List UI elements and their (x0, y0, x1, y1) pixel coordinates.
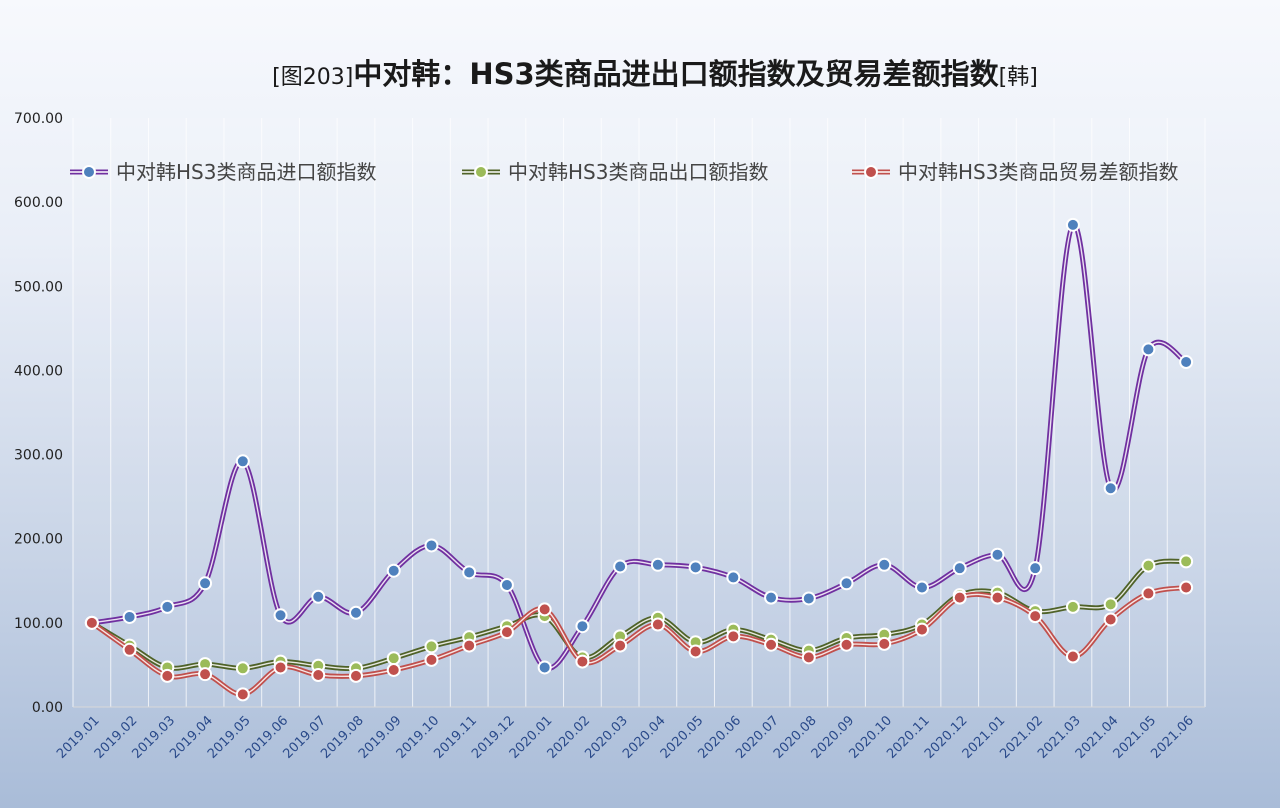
data-point (801, 591, 816, 606)
data-point (1179, 355, 1194, 370)
data-point (122, 642, 137, 657)
data-point (877, 636, 892, 651)
data-point (462, 638, 477, 653)
chart-title-prefix: [图203] (272, 65, 353, 90)
data-point (764, 637, 779, 652)
data-point (311, 589, 326, 604)
legend-label: 中对韩HS3类商品进口额指数 (116, 160, 376, 184)
legend-item-2: 中对韩HS3类商品出口额指数 (462, 160, 768, 184)
data-point (386, 662, 401, 677)
data-point (122, 609, 137, 624)
data-point (726, 570, 741, 585)
data-point (1141, 558, 1156, 573)
data-point (990, 547, 1005, 562)
data-point (273, 660, 288, 675)
grid (72, 118, 1206, 707)
data-point (575, 654, 590, 669)
data-point (235, 687, 250, 702)
data-point (84, 615, 99, 630)
data-point (235, 454, 250, 469)
legend-marker (474, 165, 488, 179)
y-tick-label: 700.00 (14, 111, 63, 127)
data-point (386, 651, 401, 666)
data-point (1179, 554, 1194, 569)
legend-label: 中对韩HS3类商品贸易差额指数 (898, 160, 1178, 184)
data-point (1065, 649, 1080, 664)
data-point (160, 668, 175, 683)
data-point (613, 638, 628, 653)
legend-marker (82, 165, 96, 179)
data-point (877, 557, 892, 572)
data-point (575, 619, 590, 634)
series-3 (84, 580, 1194, 702)
data-point (537, 660, 552, 675)
data-point (537, 602, 552, 617)
chart-title: [图203]中对韩：HS3类商品进出口额指数及贸易差额指数[韩] (272, 57, 1038, 91)
data-point (990, 590, 1005, 605)
y-tick-label: 400.00 (14, 363, 63, 379)
data-point (650, 617, 665, 632)
y-tick-label: 100.00 (14, 616, 63, 632)
data-point (726, 629, 741, 644)
data-point (273, 608, 288, 623)
legend-label: 中对韩HS3类商品出口额指数 (508, 160, 768, 184)
data-point (1179, 580, 1194, 595)
data-point (915, 580, 929, 595)
series-lines (84, 217, 1194, 702)
data-point (952, 561, 967, 576)
legend-marker (864, 165, 878, 179)
data-point (349, 668, 363, 683)
data-point (839, 637, 854, 652)
data-point (198, 576, 213, 591)
data-point (1028, 561, 1043, 576)
y-tick-label: 300.00 (14, 448, 63, 464)
chart-title-main: 中对韩：HS3类商品进出口额指数及贸易差额指数 (353, 57, 999, 91)
y-tick-label: 500.00 (14, 279, 63, 295)
data-point (424, 538, 439, 553)
data-point (424, 639, 439, 654)
data-point (386, 563, 401, 578)
series-line-highlight (91, 224, 1187, 670)
chart-title-suffix: [韩] (999, 65, 1038, 90)
data-point (424, 652, 439, 667)
data-point (1028, 609, 1043, 624)
legend-item-3: 中对韩HS3类商品贸易差额指数 (852, 160, 1178, 184)
data-point (499, 625, 514, 640)
data-point (160, 599, 175, 614)
legend-item-1: 中对韩HS3类商品进口额指数 (70, 160, 376, 184)
data-point (1103, 481, 1118, 496)
data-point (613, 559, 628, 574)
y-tick-label: 0.00 (32, 700, 63, 716)
data-point (764, 590, 779, 605)
data-point (650, 557, 665, 572)
data-point (1103, 597, 1118, 612)
data-point (235, 661, 250, 676)
y-tick-label: 200.00 (14, 532, 63, 548)
y-tick-label: 600.00 (14, 195, 63, 211)
data-point (1065, 217, 1080, 232)
data-point (1103, 612, 1118, 627)
legend: 中对韩HS3类商品进口额指数 中对韩HS3类商品出口额指数 中对韩HS3类商品贸易差… (70, 160, 1178, 184)
data-point (311, 668, 326, 683)
data-point (839, 576, 854, 591)
data-point (688, 560, 703, 575)
data-point (1065, 599, 1080, 614)
data-point (499, 577, 514, 592)
data-point (462, 565, 477, 580)
data-point (915, 622, 929, 637)
data-point (198, 667, 213, 682)
data-point (688, 644, 703, 659)
data-point (801, 650, 816, 665)
data-point (1141, 342, 1156, 357)
data-point (1141, 586, 1156, 601)
data-point (349, 605, 363, 620)
data-point (952, 590, 967, 605)
